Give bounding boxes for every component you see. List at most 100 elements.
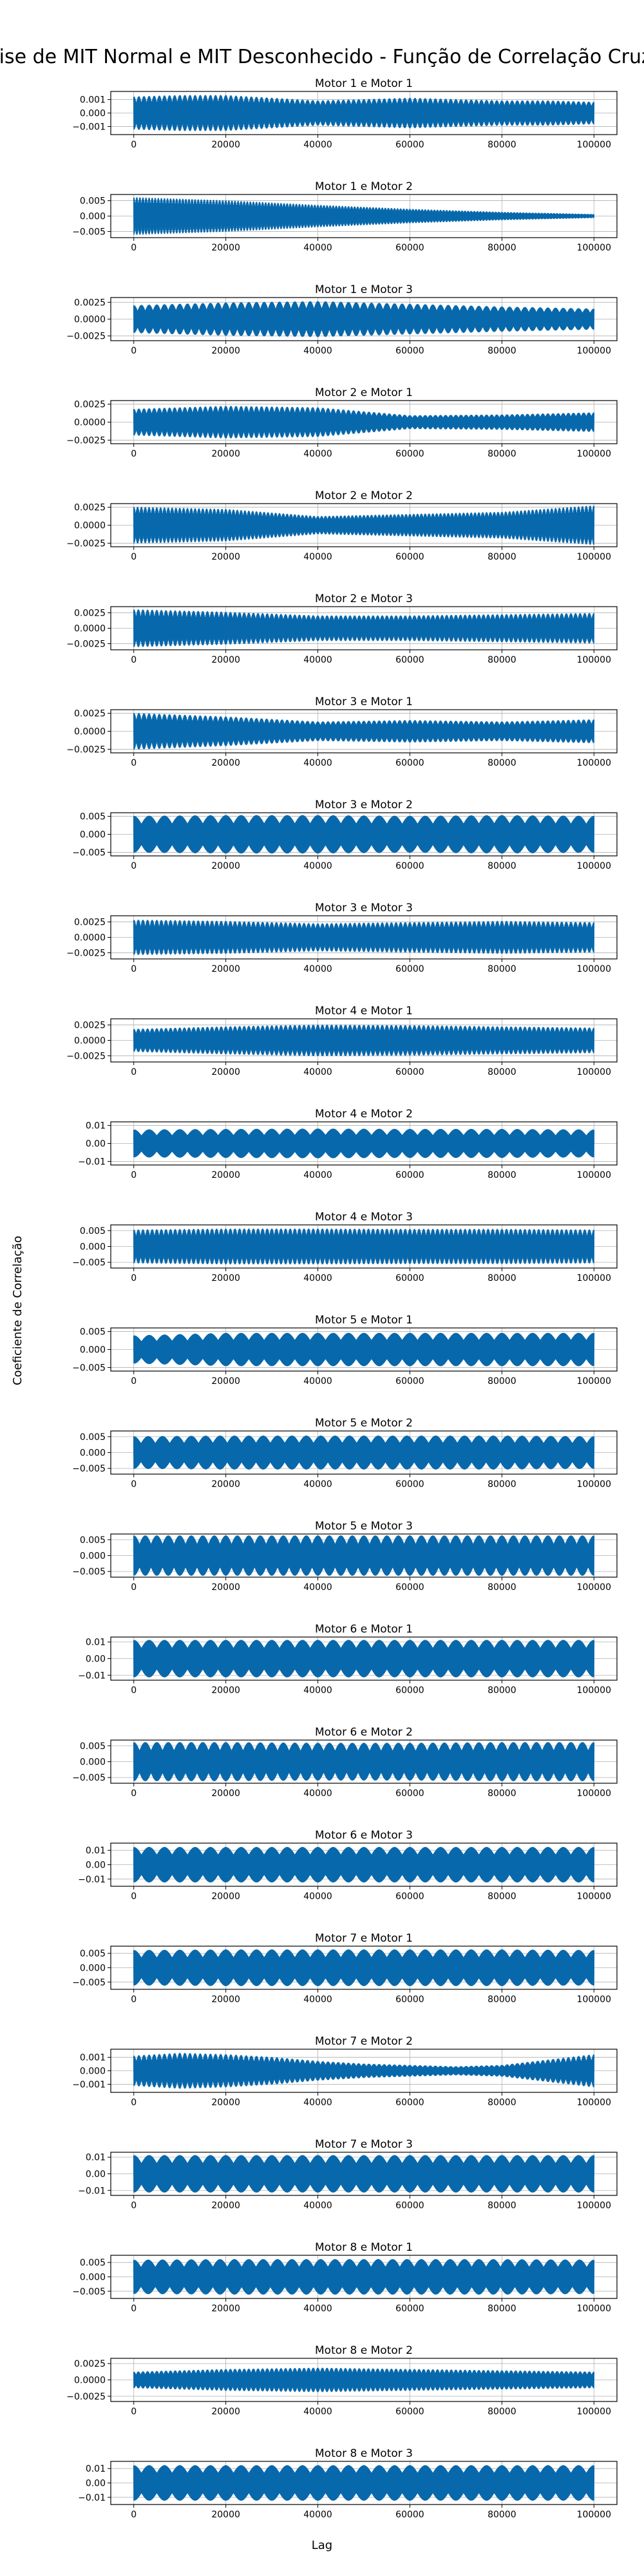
ticks: 0 20000 40000 60000 80000 100000 −0.0025 0.0000…	[66, 918, 611, 974]
y-tick-label: −0.005	[72, 1258, 106, 1268]
y-tick-label: −0.01	[78, 1875, 106, 1885]
subplot-title: Motor 5 e Motor 3	[315, 1520, 413, 1533]
y-tick-label: −0.001	[72, 2079, 106, 2090]
subplot: Motor 1 e Motor 3 0 20000 40000 60000 80000 10…	[66, 283, 618, 356]
y-tick-label: 0.0000	[74, 727, 106, 737]
x-tick-label: 20000	[211, 1170, 240, 1180]
x-tick-label: 0	[131, 2098, 137, 2108]
x-tick-label: 80000	[488, 1685, 516, 1696]
x-tick-label: 60000	[395, 2098, 424, 2108]
subplot-title: Motor 1 e Motor 3	[315, 283, 413, 296]
x-tick-label: 40000	[303, 2304, 332, 2314]
x-tick-label: 100000	[577, 2407, 611, 2417]
x-tick-label: 80000	[488, 1788, 516, 1799]
y-tick-label: 0.005	[80, 812, 106, 822]
y-tick-label: 0.001	[80, 2053, 106, 2063]
y-tick-label: 0.00	[86, 2170, 106, 2180]
x-tick-label: 100000	[577, 449, 611, 459]
correlation-series	[133, 815, 595, 854]
subplot-title: Motor 6 e Motor 1	[315, 1623, 413, 1636]
subplot-title: Motor 1 e Motor 2	[315, 180, 413, 193]
x-tick-label: 60000	[395, 964, 424, 974]
x-tick-label: 80000	[488, 758, 516, 768]
subplot: Motor 4 e Motor 2 0 20000 40000 60000 80000 10…	[78, 1108, 618, 1180]
y-tick-label: −0.0025	[66, 744, 106, 755]
x-tick-label: 100000	[577, 964, 611, 974]
subplot-title: Motor 6 e Motor 2	[315, 1726, 413, 1739]
y-tick-label: −0.0025	[66, 538, 106, 549]
subplot-title: Motor 7 e Motor 3	[315, 2138, 413, 2151]
y-tick-label: 0.000	[80, 2273, 106, 2283]
x-tick-label: 0	[131, 552, 137, 562]
x-tick-label: 60000	[395, 346, 424, 356]
y-tick-label: 0.0000	[74, 521, 106, 531]
subplot-title: Motor 4 e Motor 3	[315, 1211, 413, 1224]
y-tick-label: −0.01	[78, 2186, 106, 2196]
ticks: 0 20000 40000 60000 80000 100000 −0.005 0.000 0.…	[72, 1226, 611, 1283]
y-tick-label: −0.01	[78, 2493, 106, 2503]
y-tick-label: 0.000	[80, 1345, 106, 1356]
ticks: 0 20000 40000 60000 80000 100000 −0.0025 0.0000…	[66, 503, 611, 562]
x-tick-label: 60000	[395, 140, 424, 150]
x-tick-label: 100000	[577, 1170, 611, 1180]
x-tick-label: 100000	[577, 1479, 611, 1490]
y-tick-label: −0.0025	[66, 332, 106, 342]
y-tick-label: 0.0025	[74, 503, 106, 513]
subplot: Motor 8 e Motor 3 0 20000 40000 60000 80000 10…	[78, 2447, 618, 2520]
subplot: Motor 3 e Motor 3 0 20000 40000 60000 80000 10…	[66, 902, 618, 974]
x-tick-label: 20000	[211, 552, 240, 562]
subplot-title: Motor 3 e Motor 3	[315, 902, 413, 914]
y-tick-label: 0.0025	[74, 2359, 106, 2369]
x-tick-label: 20000	[211, 346, 240, 356]
ticks: 0 20000 40000 60000 80000 100000 −0.0025 0.0000…	[66, 1021, 611, 1077]
x-tick-label: 80000	[488, 2407, 516, 2417]
y-tick-label: 0.0000	[74, 2376, 106, 2386]
x-tick-label: 0	[131, 2510, 137, 2520]
x-tick-label: 40000	[303, 861, 332, 871]
x-tick-label: 80000	[488, 140, 516, 150]
y-tick-label: 0.0025	[74, 709, 106, 719]
x-tick-label: 100000	[577, 243, 611, 253]
x-tick-label: 60000	[395, 2304, 424, 2314]
y-tick-label: 0.00	[86, 2479, 106, 2489]
x-axis-label: Lag	[312, 2539, 332, 2552]
correlation-series	[133, 2052, 595, 2089]
y-tick-label: 0.00	[86, 1654, 106, 1665]
y-tick-label: 0.01	[86, 1121, 106, 1132]
x-tick-label: 40000	[303, 243, 332, 253]
x-tick-label: 80000	[488, 2304, 516, 2314]
subplot: Motor 1 e Motor 2 0 20000 40000 60000 80000 10…	[72, 180, 618, 253]
y-axis-label: Coeficiente de Correlação	[11, 1236, 24, 1385]
x-tick-label: 0	[131, 449, 137, 459]
x-tick-label: 60000	[395, 1067, 424, 1077]
subplot: Motor 2 e Motor 3 0 20000 40000 60000 80000 10…	[66, 592, 618, 665]
x-tick-label: 0	[131, 1582, 137, 1593]
subplot-title: Motor 1 e Motor 1	[315, 77, 413, 90]
x-tick-label: 0	[131, 1067, 137, 1077]
subplot: Motor 6 e Motor 3 0 20000 40000 60000 80000 10…	[78, 1829, 618, 1902]
y-tick-label: −0.001	[72, 122, 106, 132]
subplot-title: Motor 2 e Motor 3	[315, 592, 413, 605]
x-tick-label: 20000	[211, 449, 240, 459]
y-tick-label: −0.005	[72, 1978, 106, 1988]
ticks: 0 20000 40000 60000 80000 100000 −0.005 0.000 0.…	[72, 196, 611, 253]
subplot-title: Motor 4 e Motor 1	[315, 1005, 413, 1018]
x-tick-label: 20000	[211, 2407, 240, 2417]
correlation-series	[133, 1332, 595, 1367]
ticks: 0 20000 40000 60000 80000 100000 −0.01 0.00 0.01	[78, 1638, 611, 1696]
x-tick-label: 40000	[303, 552, 332, 562]
correlation-series	[133, 197, 595, 235]
subplot: Motor 5 e Motor 3 0 20000 40000 60000 80000 10…	[72, 1520, 618, 1593]
correlation-series	[133, 1846, 595, 1883]
y-tick-label: 0.000	[80, 1448, 106, 1459]
y-tick-label: 0.00	[86, 1139, 106, 1150]
subplot: Motor 7 e Motor 2 0 20000 40000 60000 80000 10…	[72, 2035, 618, 2108]
x-tick-label: 20000	[211, 1891, 240, 1902]
y-tick-label: 0.005	[80, 1949, 106, 1959]
y-tick-label: 0.0000	[74, 624, 106, 634]
subplot: Motor 8 e Motor 1 0 20000 40000 60000 80000 10…	[72, 2241, 618, 2314]
x-tick-label: 40000	[303, 346, 332, 356]
y-tick-label: 0.005	[80, 1741, 106, 1752]
x-tick-label: 0	[131, 1376, 137, 1387]
correlation-series	[133, 1742, 595, 1781]
